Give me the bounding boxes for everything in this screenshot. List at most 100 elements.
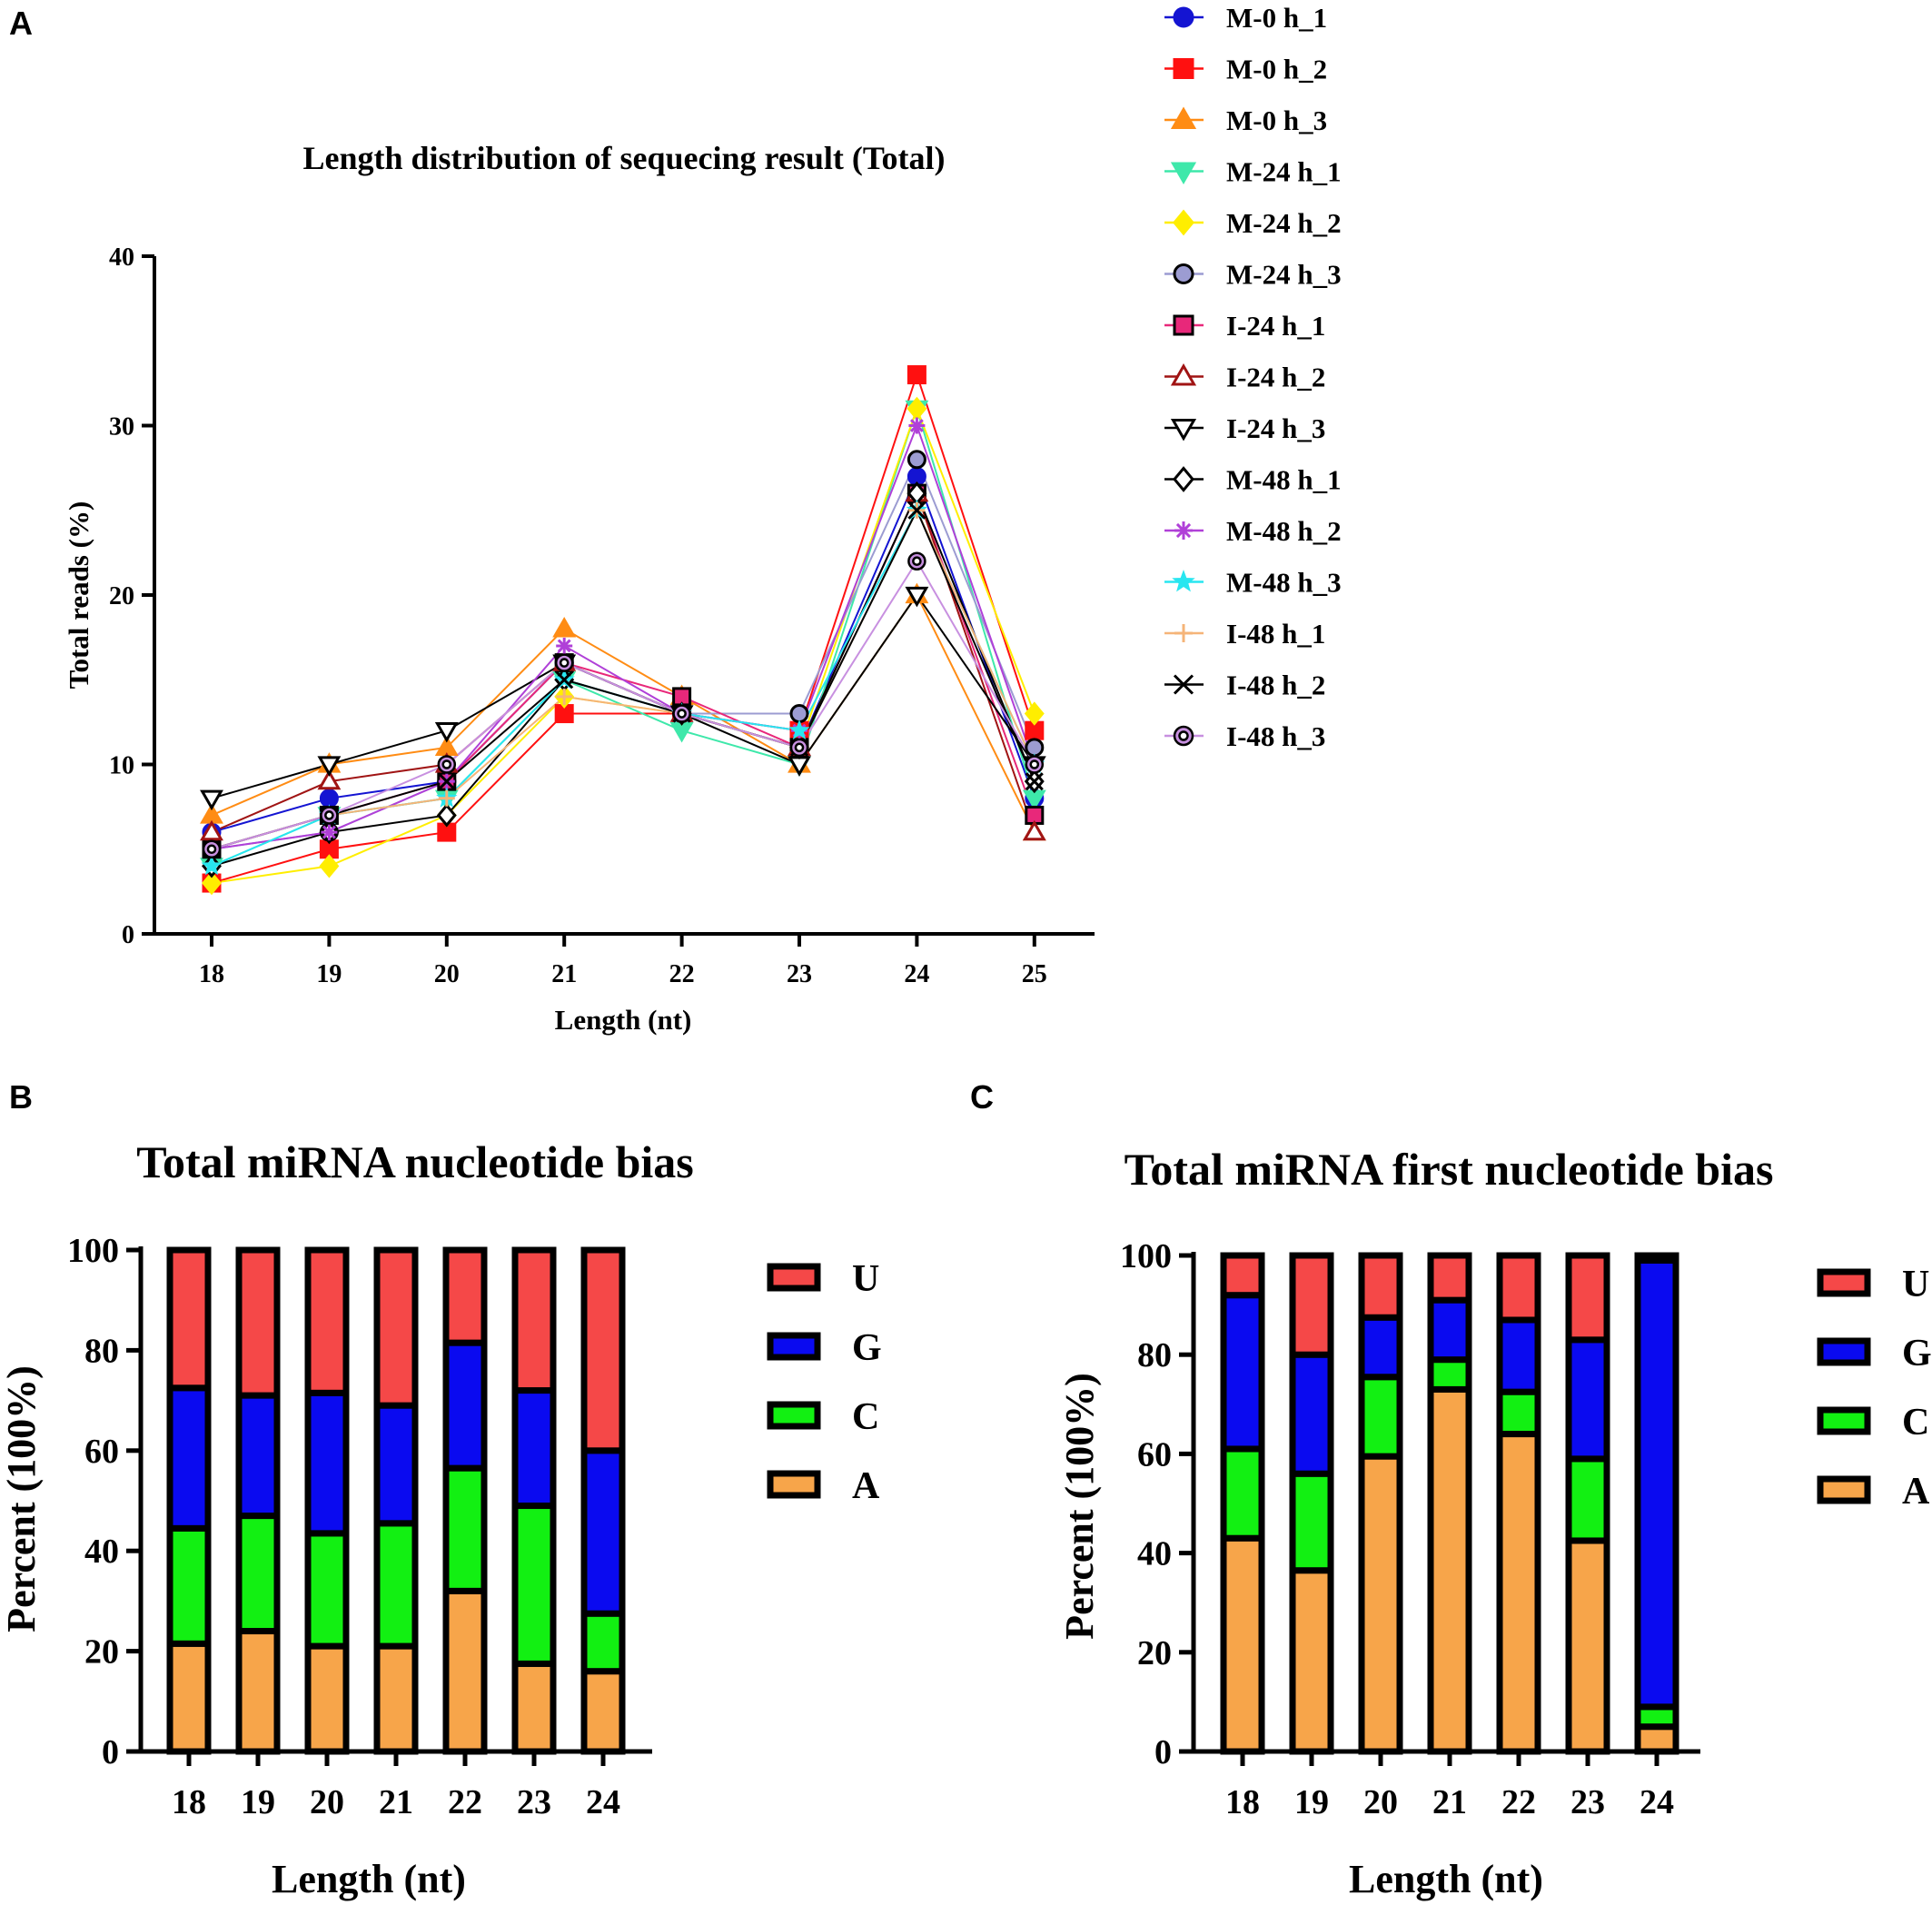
chart-a-legend-marker (1170, 419, 1197, 442)
chart-c-bar-segment-G (1220, 1292, 1265, 1453)
chart-c-bar-segment-A (1289, 1567, 1334, 1755)
chart-c-bar-segment-A (1358, 1453, 1403, 1755)
chart-c-legend-label: A (1902, 1471, 1930, 1513)
chart-b-bar-segment-A (580, 1668, 626, 1755)
chart-c-bar-segment-U (1289, 1252, 1334, 1358)
chart-a-legend-item: M-24 h_3 (1164, 259, 1342, 291)
chart-a-point (1025, 755, 1045, 774)
chart-b-bar-segment-U (511, 1246, 557, 1394)
chart-c-bar-segment-U (1358, 1252, 1403, 1321)
chart-b-legend-item-U: U (767, 1258, 879, 1300)
chart-b-y-tick-label: 0 (102, 1733, 119, 1771)
chart-b-bar-segment-G (235, 1392, 281, 1520)
chart-b-bar-segment-A (235, 1628, 281, 1755)
chart-c-bar-segment-C (1289, 1470, 1334, 1574)
chart-a-legend-label: M-0 h_2 (1226, 54, 1327, 85)
chart-c-legend-label: U (1902, 1264, 1929, 1305)
chart-a-legend-label: M-0 h_1 (1226, 2, 1327, 34)
chart-a-legend-item: M-24 h_1 (1164, 156, 1342, 188)
chart-b-bar-segment-C (442, 1464, 488, 1594)
chart-c-bar-segment-G (1634, 1256, 1679, 1711)
chart-a-legend-marker (1173, 58, 1194, 79)
chart-a-legend-label: M-48 h_1 (1226, 464, 1342, 496)
chart-b-bar-segment-G (304, 1389, 350, 1537)
chart-a-x-tick-label: 25 (1022, 960, 1047, 988)
chart-a-legend-label: I-24 h_1 (1226, 310, 1325, 342)
chart-c-bar-segment-U (1634, 1252, 1679, 1264)
chart-a-y-tick-label: 30 (109, 413, 134, 442)
chart-a-series-line (211, 422, 1035, 850)
chart-a-point (437, 755, 457, 774)
chart-c-x-tick-label: 22 (1501, 1783, 1536, 1821)
chart-b-x-tick-label: 18 (172, 1783, 206, 1821)
chart-b-y-tick-label: 60 (84, 1433, 119, 1471)
chart-a-series-line (211, 473, 1035, 834)
chart-a-legend-label: I-24 h_3 (1226, 412, 1325, 444)
chart-c-bar-segment-G (1565, 1336, 1610, 1463)
chart-b-x-tick-label: 24 (586, 1783, 620, 1821)
chart-a-axes: 0 10 20 30 40 18 19 20 21 22 23 24 25 (109, 243, 1095, 988)
chart-b-bar-segment-G (442, 1339, 488, 1472)
chart-b-bar-segment-G (373, 1402, 419, 1527)
chart-c-bar-segment-C (1427, 1356, 1472, 1393)
chart-a-legend-label: I-48 h_2 (1226, 670, 1325, 701)
chart-a-markers-I-48 h_3 (202, 551, 1045, 858)
chart-a-legend-item: M-0 h_1 (1164, 2, 1327, 34)
chart-b-bar-segment-U (580, 1246, 626, 1454)
chart-c-bar-segment-U (1427, 1252, 1472, 1304)
chart-a-point (908, 417, 926, 434)
chart-c-bar-segment-A (1565, 1537, 1610, 1755)
panel-letter-a: A (9, 5, 33, 42)
chart-a-point (1025, 738, 1045, 758)
chart-a-x-axis-label: Length (nt) (555, 1004, 692, 1036)
chart-c-bar-segment-A (1496, 1431, 1541, 1755)
chart-c-legend-item-U: U (1817, 1264, 1929, 1305)
chart-b-bar-22 (442, 1246, 488, 1755)
chart-b-bar-segment-G (580, 1447, 626, 1617)
chart-a-point (907, 551, 926, 571)
chart-a-point (907, 501, 926, 520)
chart-a-legend-label: M-24 h_2 (1226, 207, 1342, 239)
chart-a-y-axis-label: Total reads (%) (63, 501, 94, 690)
chart-c-bar-segment-G (1496, 1316, 1541, 1395)
chart-b-x-tick-label: 21 (379, 1783, 413, 1821)
chart-a-legend-marker (1170, 162, 1197, 185)
chart-c-bar-19 (1289, 1252, 1334, 1755)
chart-a-series-M-48 h_2 (211, 422, 1035, 850)
chart-a-point (202, 839, 222, 858)
chart-a-legend-marker (1173, 674, 1194, 695)
chart-b-legend-swatch (767, 1401, 821, 1430)
chart-b-x-tick-label: 20 (310, 1783, 344, 1821)
chart-c-bar-22 (1496, 1252, 1541, 1755)
chart-a-legend-item: M-0 h_3 (1164, 104, 1327, 136)
chart-b-bar-segment-U (166, 1246, 212, 1392)
chart-b-bar-20 (304, 1246, 350, 1755)
chart-b-bar-segment-U (442, 1246, 488, 1346)
chart-a-y-tick-label: 10 (109, 752, 134, 780)
chart-a-legend-label: I-48 h_1 (1226, 618, 1325, 650)
chart-c-legend-item-A: A (1817, 1471, 1930, 1513)
chart-a-point (907, 450, 926, 470)
chart-c-bar-segment-U (1565, 1252, 1610, 1344)
chart-b-axes: 0 20 40 60 80 100 18 19 20 21 22 23 24 (67, 1232, 652, 1821)
chart-a-legend-label: M-24 h_1 (1226, 156, 1342, 188)
chart-c-x-tick-label: 21 (1432, 1783, 1467, 1821)
chart-c-legend-swatch (1817, 1406, 1871, 1435)
chart-a-series-line (211, 508, 1035, 850)
chart-b-x-axis-label: Length (nt) (272, 1857, 466, 1901)
chart-c-bar-segment-A (1634, 1723, 1679, 1755)
chart-b-bar-segment-A (373, 1642, 419, 1755)
chart-b-bar-segment-A (442, 1587, 488, 1755)
chart-b-x-tick-label: 23 (517, 1783, 551, 1821)
panel-letter-c: C (970, 1078, 994, 1116)
chart-b-bar-19 (235, 1246, 281, 1755)
chart-c-axes: 0 20 40 60 80 100 18 19 20 21 22 23 24 (1120, 1237, 1700, 1821)
chart-a-legend-marker (1173, 725, 1194, 747)
chart-a-point (552, 616, 577, 638)
chart-a-point (555, 670, 574, 690)
chart-a-markers-I-24 h_3 (200, 586, 1046, 811)
chart-c-y-tick-label: 40 (1137, 1535, 1172, 1573)
chart-a-point (907, 365, 926, 385)
chart-c-legend-label: G (1902, 1333, 1932, 1374)
